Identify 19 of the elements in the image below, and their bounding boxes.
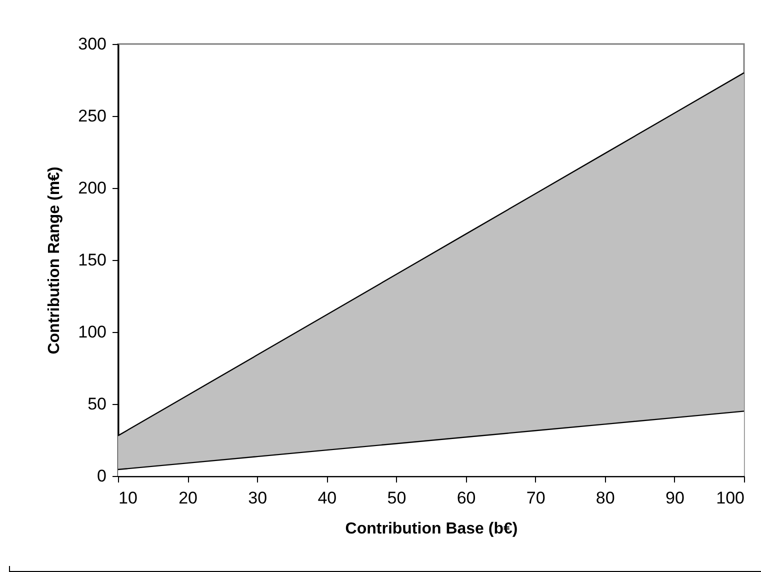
y-tick-label: 100: [78, 322, 106, 342]
y-tick-label: 250: [78, 106, 106, 126]
y-tick-label: 50: [88, 394, 106, 414]
y-tick-label: 300: [78, 34, 106, 54]
x-tick-label: 60: [456, 488, 476, 508]
x-tick-label: 100: [716, 488, 744, 508]
y-tick-label: 200: [78, 178, 106, 198]
x-tick-label: 40: [318, 488, 337, 508]
x-tick-label: 50: [387, 488, 406, 508]
y-tick-label: 150: [78, 250, 106, 270]
x-tick-label: 90: [665, 488, 684, 508]
x-tick-label: 30: [248, 488, 268, 508]
y-tick-label: 0: [97, 466, 106, 486]
x-tick-label: 10: [118, 488, 138, 508]
x-axis-title: Contribution Base (b€): [345, 520, 518, 538]
x-tick-label: 70: [526, 488, 546, 508]
x-tick-label: 20: [178, 488, 198, 508]
y-axis-title: Contribution Range (m€): [46, 166, 64, 354]
x-tick-label: 80: [596, 488, 615, 508]
